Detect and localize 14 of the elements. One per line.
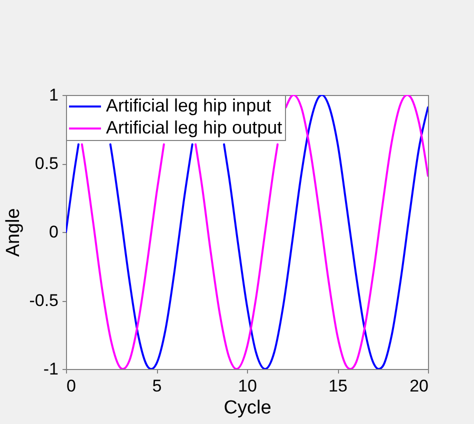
y-axis-title: Angle: [3, 208, 24, 257]
y-tick-label: 1: [49, 86, 58, 104]
y-tick-label: 0.5: [34, 154, 58, 173]
x-tick-label: 5: [152, 376, 162, 396]
y-tick-label: -1: [43, 360, 58, 378]
legend-label: Artificial leg hip output: [106, 118, 282, 138]
x-tick-label: 10: [238, 376, 257, 396]
y-tick-label: -0.5: [29, 291, 58, 310]
x-axis-title: Cycle: [224, 398, 272, 418]
x-tick-label: 0: [66, 376, 76, 396]
x-tick-label: 15: [328, 376, 348, 396]
legend-label: Artificial leg hip input: [106, 96, 272, 116]
x-tick-label: 20: [410, 376, 428, 396]
y-tick-label: 0: [49, 222, 58, 242]
